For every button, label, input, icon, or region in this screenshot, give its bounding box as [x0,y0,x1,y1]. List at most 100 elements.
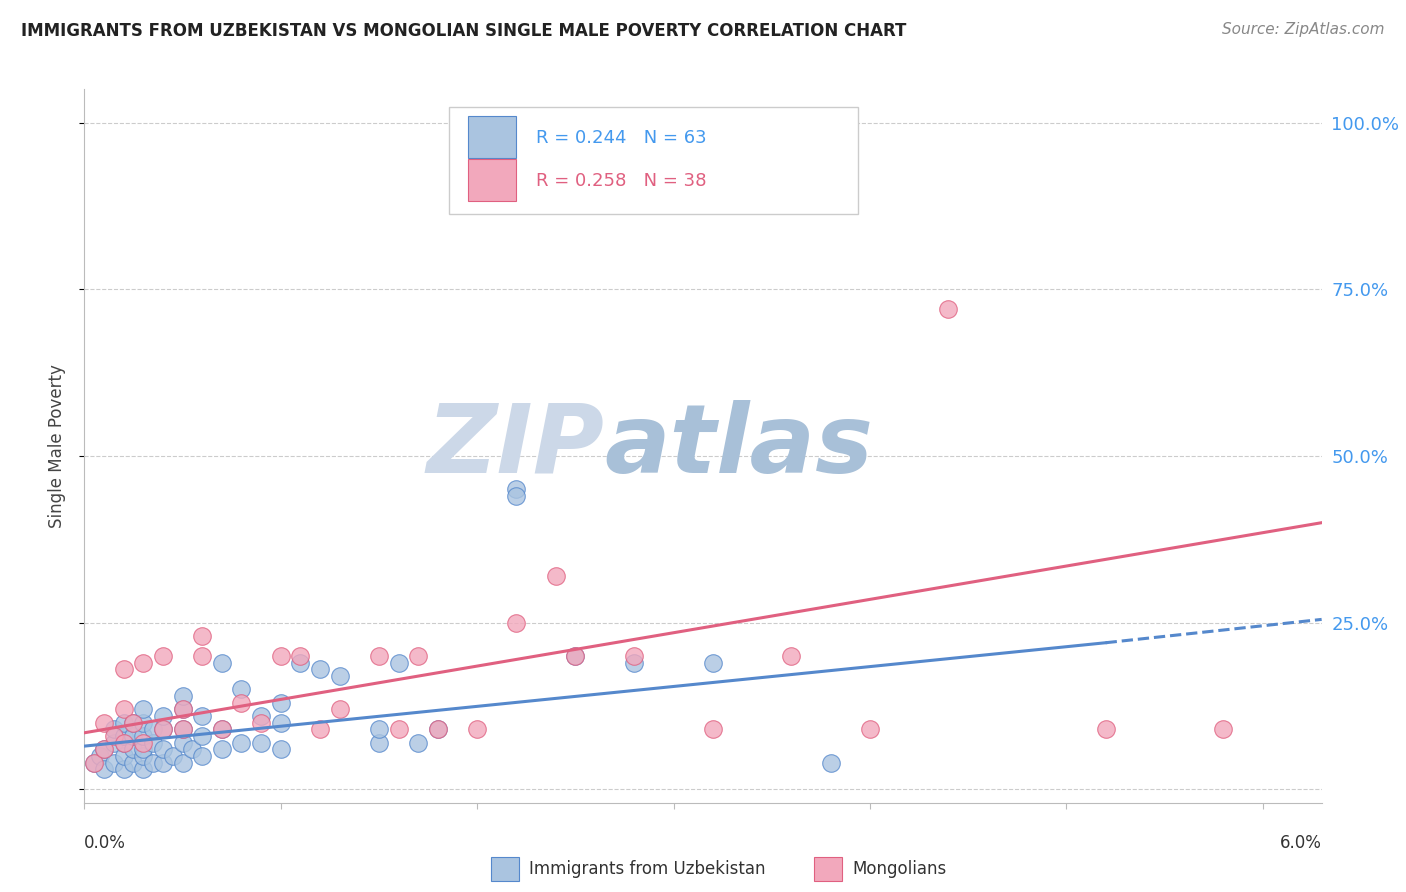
Point [564,649,586,664]
Point [290,656,312,670]
Point [211,656,233,670]
Point [112,749,135,764]
Point [172,689,194,703]
Text: R = 0.244   N = 63: R = 0.244 N = 63 [536,128,707,146]
Point [103,736,125,750]
Text: Immigrants from Uzbekistan: Immigrants from Uzbekistan [529,860,765,878]
Point [132,656,155,670]
Point [780,649,803,664]
Point [89,749,111,764]
Point [103,729,125,743]
Point [112,729,135,743]
Point [132,749,155,764]
Point [505,483,527,497]
Point [152,649,174,664]
Point [1094,723,1116,737]
Point [368,736,391,750]
Point [623,649,645,664]
Point [112,715,135,730]
Point [142,736,165,750]
Point [112,763,135,777]
Point [368,649,391,664]
Point [112,736,135,750]
Point [290,649,312,664]
Text: 0.0%: 0.0% [84,834,127,852]
Point [270,649,292,664]
Point [309,723,332,737]
Point [132,763,155,777]
Point [231,736,253,750]
Point [191,649,214,664]
Point [231,682,253,697]
Text: Mongolians: Mongolians [852,860,946,878]
Point [465,723,488,737]
Point [93,742,115,756]
Point [122,715,145,730]
Y-axis label: Single Male Poverty: Single Male Poverty [48,364,66,528]
Point [387,723,409,737]
Point [426,723,449,737]
Point [564,649,586,664]
FancyBboxPatch shape [468,159,516,202]
Point [122,715,145,730]
Text: R = 0.258   N = 38: R = 0.258 N = 38 [536,171,706,189]
Text: IMMIGRANTS FROM UZBEKISTAN VS MONGOLIAN SINGLE MALE POVERTY CORRELATION CHART: IMMIGRANTS FROM UZBEKISTAN VS MONGOLIAN … [21,22,907,40]
Text: Source: ZipAtlas.com: Source: ZipAtlas.com [1222,22,1385,37]
Point [172,756,194,770]
Point [112,736,135,750]
Point [368,723,391,737]
Point [1212,723,1234,737]
Point [83,756,105,770]
Point [702,656,724,670]
Point [172,723,194,737]
Point [122,742,145,756]
Point [103,723,125,737]
Point [544,569,567,583]
Point [83,756,105,770]
Point [505,489,527,503]
Point [191,749,214,764]
Point [162,749,184,764]
Point [270,715,292,730]
Point [211,723,233,737]
Point [112,662,135,676]
Point [93,763,115,777]
Point [211,723,233,737]
Point [93,715,115,730]
Text: atlas: atlas [605,400,873,492]
Point [250,715,273,730]
Point [122,756,145,770]
Point [142,756,165,770]
Point [152,742,174,756]
Point [270,696,292,710]
Point [938,302,960,317]
Point [329,669,352,683]
Point [152,756,174,770]
Point [132,742,155,756]
FancyBboxPatch shape [468,116,516,159]
Text: ZIP: ZIP [426,400,605,492]
Point [211,742,233,756]
Point [132,729,155,743]
FancyBboxPatch shape [450,107,858,214]
Point [181,742,204,756]
Point [329,702,352,716]
Point [152,723,174,737]
Point [122,729,145,743]
Point [172,723,194,737]
Point [309,662,332,676]
Text: 6.0%: 6.0% [1279,834,1322,852]
Point [859,723,882,737]
Point [103,756,125,770]
Point [132,715,155,730]
Point [820,756,842,770]
Point [93,742,115,756]
Point [231,696,253,710]
Point [132,702,155,716]
Point [270,742,292,756]
Point [191,709,214,723]
Point [406,649,429,664]
Point [152,709,174,723]
Point [505,615,527,630]
Point [152,723,174,737]
